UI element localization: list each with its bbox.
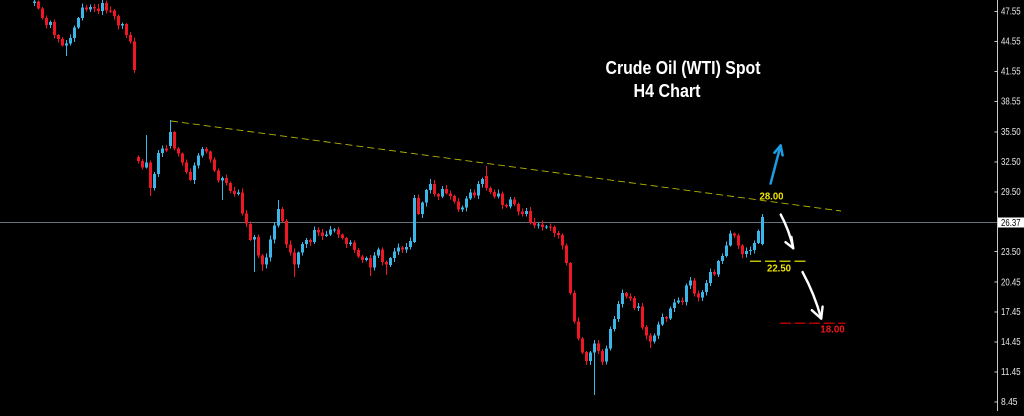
svg-text:14.45: 14.45	[1001, 337, 1021, 348]
svg-text:11.45: 11.45	[1001, 367, 1021, 378]
svg-text:41.55: 41.55	[1001, 67, 1021, 78]
svg-text:29.50: 29.50	[1001, 187, 1021, 198]
svg-text:26.37: 26.37	[1001, 218, 1021, 229]
svg-text:20.45: 20.45	[1001, 277, 1021, 288]
svg-text:28.00: 28.00	[760, 192, 784, 203]
svg-text:17.45: 17.45	[1001, 307, 1021, 318]
svg-text:35.50: 35.50	[1001, 127, 1021, 138]
svg-text:32.50: 32.50	[1001, 157, 1021, 168]
svg-text:22.50: 22.50	[767, 264, 791, 275]
svg-text:44.55: 44.55	[1001, 37, 1021, 48]
svg-text:H4 Chart: H4 Chart	[634, 81, 701, 101]
svg-text:23.50: 23.50	[1001, 247, 1021, 258]
svg-text:8.45: 8.45	[1001, 397, 1018, 408]
svg-text:18.00: 18.00	[820, 325, 845, 336]
svg-text:47.55: 47.55	[1001, 7, 1021, 18]
svg-text:Crude Oil (WTI) Spot: Crude Oil (WTI) Spot	[606, 58, 761, 78]
svg-text:38.55: 38.55	[1001, 97, 1021, 108]
